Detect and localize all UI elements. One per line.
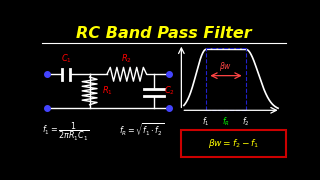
Text: $R_2$: $R_2$ (121, 52, 132, 65)
Text: $f_2$: $f_2$ (242, 116, 250, 128)
Text: $f_R$: $f_R$ (222, 116, 230, 128)
Text: $\beta w$: $\beta w$ (220, 60, 233, 73)
Text: $\beta w = f_2 - f_1$: $\beta w = f_2 - f_1$ (208, 137, 259, 150)
Text: $R_1$: $R_1$ (102, 85, 113, 97)
Text: $C_2$: $C_2$ (164, 85, 175, 97)
FancyBboxPatch shape (181, 130, 285, 158)
Text: RC Band Pass Filter: RC Band Pass Filter (76, 26, 252, 41)
Text: $f_R = \sqrt{f_1 \cdot f_2}$: $f_R = \sqrt{f_1 \cdot f_2}$ (119, 121, 165, 138)
Text: $f_1$: $f_1$ (202, 116, 210, 128)
Text: $C_1$: $C_1$ (60, 52, 72, 65)
Text: $f_1 = \dfrac{1}{2\pi R_1 C_1}$: $f_1 = \dfrac{1}{2\pi R_1 C_1}$ (43, 121, 90, 143)
